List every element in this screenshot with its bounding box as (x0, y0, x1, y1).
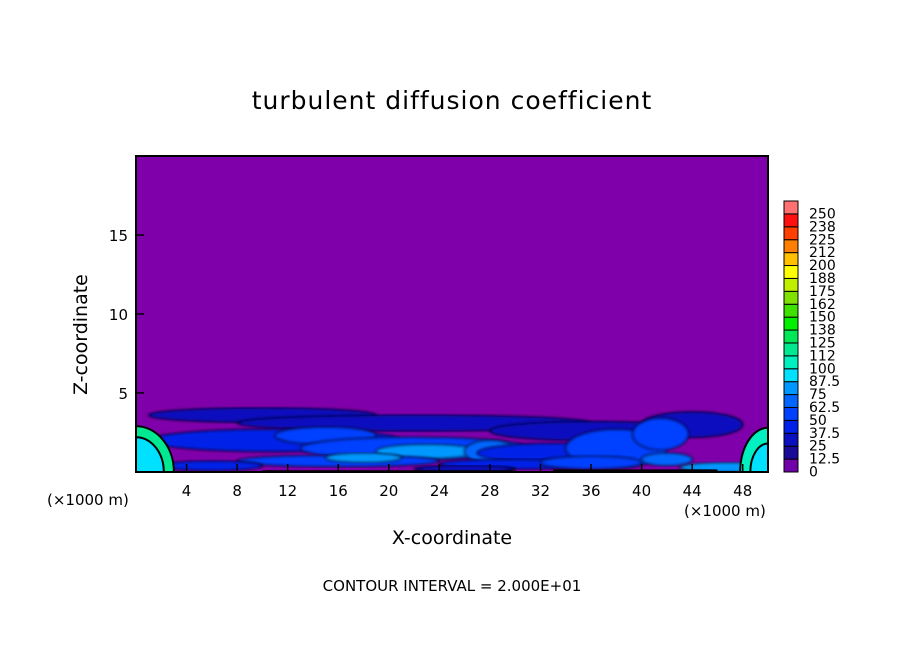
colorbar-swatch (783, 419, 799, 434)
colorbar-swatch (783, 368, 799, 383)
colorbar-swatch (783, 316, 799, 331)
x-tick-label: 32 (531, 482, 550, 500)
colorbar-label: 225 (809, 232, 836, 248)
contour-region (640, 452, 693, 467)
colorbar-swatch (783, 458, 799, 473)
x-tick-label: 44 (683, 482, 702, 500)
x-tick-label: 36 (581, 482, 600, 500)
x-tick-label: 40 (632, 482, 651, 500)
colorbar-label: 175 (809, 284, 836, 300)
colorbar-label: 25 (809, 439, 827, 455)
colorbar-label: 87.5 (809, 374, 840, 390)
colorbar-label: 50 (809, 413, 827, 429)
colorbar-label: 138 (809, 323, 836, 339)
y-tick-label: 15 (109, 227, 128, 245)
colorbar-label: 200 (809, 258, 836, 274)
chart-title: turbulent diffusion coefficient (251, 86, 653, 115)
x-axis-label: X-coordinate (391, 527, 513, 549)
contour-region (632, 417, 690, 451)
colorbar-label: 188 (809, 271, 836, 287)
colorbar-swatch (783, 290, 799, 305)
x-tick-label: 28 (480, 482, 499, 500)
x-tick-label: 8 (232, 482, 242, 500)
colorbar-swatch (783, 355, 799, 370)
colorbar-swatch (783, 252, 799, 267)
colorbar-label: 12.5 (809, 452, 840, 468)
colorbar-swatch (783, 329, 799, 344)
colorbar-swatch (783, 213, 799, 228)
colorbar-swatch (783, 303, 799, 318)
y-tick-label: 5 (118, 385, 128, 403)
colorbar: 012.52537.55062.57587.510011212513815016… (783, 200, 840, 481)
x-tick-label: 12 (278, 482, 297, 500)
colorbar-swatch (783, 265, 799, 279)
x-tick-label: 20 (379, 482, 398, 500)
x-tick-label: 16 (329, 482, 348, 500)
colorbar-label: 162 (809, 297, 836, 313)
colorbar-label: 62.5 (809, 400, 840, 416)
colorbar-swatch (783, 406, 799, 421)
colorbar-label: 100 (809, 361, 836, 377)
contour-interval-note: CONTOUR INTERVAL = 2.000E+01 (322, 577, 582, 595)
colorbar-swatch (783, 445, 799, 460)
colorbar-swatch (783, 200, 799, 215)
colorbar-label: 37.5 (809, 426, 840, 442)
colorbar-swatch (783, 342, 799, 357)
colorbar-swatch (783, 432, 799, 447)
y-tick-label: 10 (109, 306, 128, 324)
colorbar-label: 75 (809, 387, 827, 403)
colorbar-swatch (783, 381, 799, 396)
colorbar-swatch (783, 239, 799, 254)
colorbar-label: 125 (809, 336, 836, 352)
colorbar-label: 150 (809, 310, 836, 326)
x-tick-label: 4 (182, 482, 192, 500)
contour-region (160, 460, 264, 472)
x-tick-label: 48 (733, 482, 752, 500)
contour-field (136, 407, 768, 472)
colorbar-swatch (783, 277, 799, 292)
contour-region (324, 452, 403, 464)
colorbar-label: 112 (809, 348, 836, 364)
colorbar-swatch (783, 394, 799, 408)
colorbar-label: 212 (809, 245, 836, 261)
colorbar-label: 250 (809, 206, 836, 222)
colorbar-swatch (783, 226, 799, 241)
colorbar-label: 0 (809, 465, 818, 481)
colorbar-label: 238 (809, 219, 836, 235)
x-unit-label-right: (×1000 m) (684, 502, 766, 520)
x-unit-label-left: (×1000 m) (47, 491, 129, 509)
x-tick-label: 24 (430, 482, 449, 500)
